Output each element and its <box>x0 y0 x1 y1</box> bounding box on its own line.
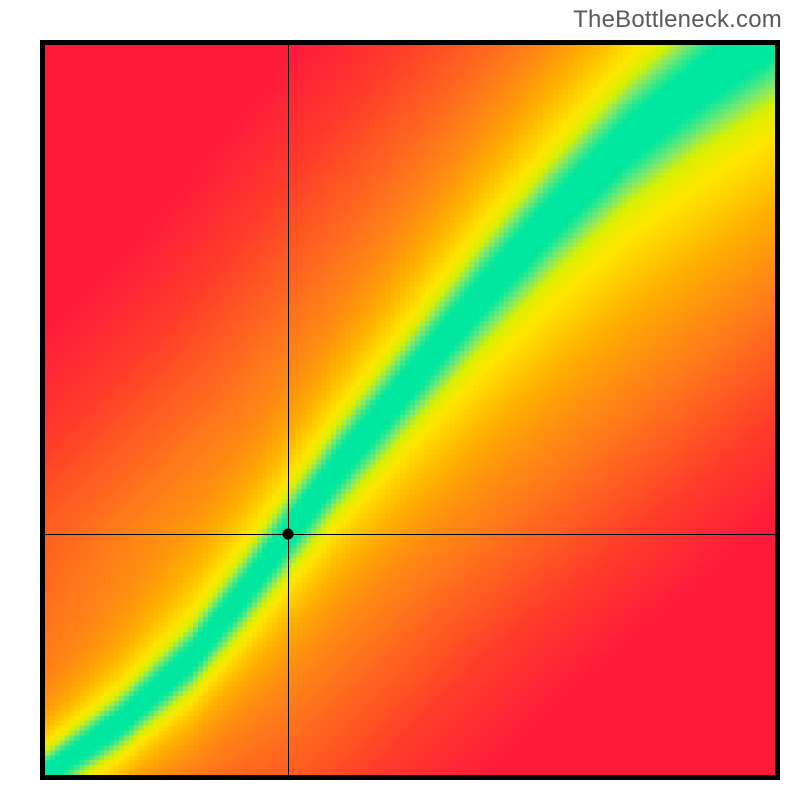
chart-container: TheBottleneck.com <box>0 0 800 800</box>
plot-area <box>45 45 775 775</box>
heatmap-canvas <box>45 45 775 775</box>
crosshair-horizontal <box>45 534 775 535</box>
watermark-text: TheBottleneck.com <box>573 6 782 34</box>
crosshair-marker <box>283 529 294 540</box>
crosshair-vertical <box>288 45 289 775</box>
